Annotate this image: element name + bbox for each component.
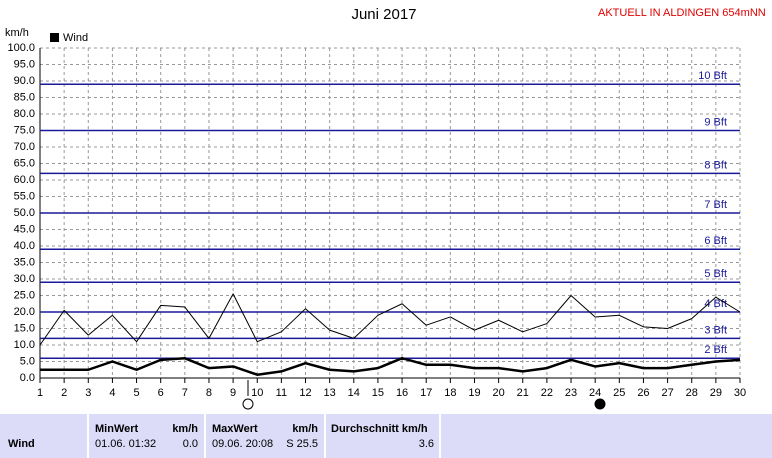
legend-swatch	[50, 33, 59, 42]
y-tick-label: 70.0	[14, 141, 35, 153]
reference-label: 9 Bft	[704, 116, 727, 128]
new-moon-icon	[594, 398, 606, 410]
y-tick-label: 65.0	[14, 157, 35, 169]
reference-label: 6 Bft	[704, 235, 727, 247]
stats-time: 09.06. 20:08	[212, 438, 273, 450]
y-tick-label: 75.0	[14, 124, 35, 136]
x-tick-label: 15	[372, 387, 384, 399]
x-tick-label: 22	[541, 387, 553, 399]
station-label: AKTUELL IN ALDINGEN 654mNN	[598, 7, 766, 19]
x-tick-label: 3	[85, 387, 91, 399]
y-tick-label: 0.0	[20, 372, 35, 384]
stats-header: MinWert	[95, 423, 139, 435]
stats-unit: km/h	[172, 423, 198, 435]
x-tick-label: 20	[492, 387, 504, 399]
y-tick-label: 25.0	[14, 289, 35, 301]
y-tick-label: 30.0	[14, 273, 35, 285]
x-tick-label: 30	[734, 387, 746, 399]
x-tick-label: 29	[710, 387, 722, 399]
reference-label: 7 Bft	[704, 199, 727, 211]
x-tick-label: 4	[109, 387, 115, 399]
y-tick-label: 85.0	[14, 91, 35, 103]
x-tick-label: 23	[565, 387, 577, 399]
stats-label: Wind	[8, 438, 35, 450]
x-tick-label: 14	[348, 387, 360, 399]
y-tick-label: 10.0	[14, 339, 35, 351]
y-tick-label: 95.0	[14, 58, 35, 70]
reference-label: 10 Bft	[698, 70, 727, 82]
x-tick-label: 7	[182, 387, 188, 399]
wind-line	[40, 356, 741, 376]
y-tick-label: 45.0	[14, 223, 35, 235]
x-tick-label: 10	[251, 387, 263, 399]
y-tick-label: 5.0	[20, 355, 35, 367]
y-tick-label: 40.0	[14, 240, 35, 252]
x-tick-label: 8	[206, 387, 212, 399]
wind-line	[39, 293, 741, 346]
reference-label: 2 Bft	[704, 344, 727, 356]
y-tick-label: 100.0	[7, 42, 35, 54]
x-tick-label: 12	[299, 387, 311, 399]
stats-value: S 25.5	[286, 438, 318, 450]
y-tick-label: 35.0	[14, 256, 35, 268]
y-axis-label: km/h	[5, 27, 29, 39]
x-tick-label: 16	[396, 387, 408, 399]
reference-label: 5 Bft	[704, 268, 727, 280]
y-tick-label: 80.0	[14, 108, 35, 120]
x-tick-label: 13	[324, 387, 336, 399]
stats-panel	[0, 414, 772, 458]
x-tick-label: 11	[276, 387, 287, 399]
stats-dividers	[87, 414, 441, 458]
stats-unit: km/h	[292, 423, 318, 435]
y-tick-label: 55.0	[14, 190, 35, 202]
x-tick-label: 9	[230, 387, 236, 399]
y-tick-label: 60.0	[14, 174, 35, 186]
y-tick-label: 50.0	[14, 207, 35, 219]
x-tick-label: 25	[613, 387, 625, 399]
x-tick-label: 1	[37, 387, 43, 399]
chart-title: Juni 2017	[351, 6, 416, 23]
x-tick-label: 24	[589, 387, 601, 399]
x-tick-label: 27	[661, 387, 673, 399]
stats-value: 3.6	[419, 438, 434, 450]
x-tick-label: 2	[61, 387, 67, 399]
x-tick-label: 19	[468, 387, 480, 399]
stats-header: MaxWert	[212, 423, 258, 435]
x-tick-label: 17	[420, 387, 432, 399]
x-tick-label: 28	[686, 387, 698, 399]
stats-time: 01.06. 01:32	[95, 438, 156, 450]
reference-label: 3 Bft	[704, 324, 727, 336]
reference-label: 8 Bft	[704, 159, 727, 171]
x-tick-label: 5	[133, 387, 139, 399]
x-tick-label: 26	[637, 387, 649, 399]
x-tick-label: 18	[444, 387, 456, 399]
stats-header: Durchschnitt km/h	[331, 423, 428, 435]
legend-label: Wind	[63, 32, 88, 44]
full-moon-icon	[242, 398, 254, 410]
y-tick-label: 20.0	[14, 306, 35, 318]
y-tick-label: 15.0	[14, 322, 35, 334]
x-tick-label: 6	[158, 387, 164, 399]
x-tick-label: 21	[517, 387, 529, 399]
stats-value: 0.0	[183, 438, 198, 450]
y-tick-label: 90.0	[14, 75, 35, 87]
